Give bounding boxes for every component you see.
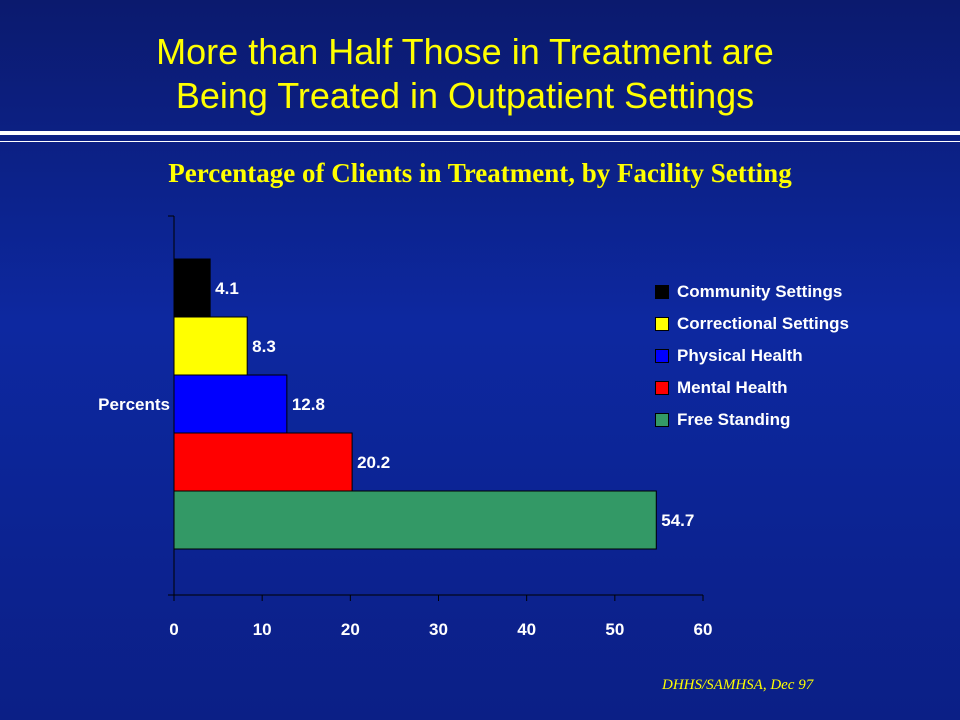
legend-label: Community Settings xyxy=(677,282,843,301)
bar-correctional-settings xyxy=(173,316,248,376)
legend-item: Community Settings xyxy=(655,276,849,308)
slide-title-line-2: Being Treated in Outpatient Settings xyxy=(175,75,755,116)
legend-label: Physical Health xyxy=(677,346,803,365)
legend-item: Mental Health xyxy=(655,372,849,404)
bar-physical-health xyxy=(173,374,288,434)
legend-label: Mental Health xyxy=(677,378,788,397)
bar-mental-health xyxy=(173,432,353,492)
chart-legend: Community Settings Correctional Settings P… xyxy=(655,276,849,436)
x-tick-label: 10 xyxy=(253,620,272,639)
legend-label: Free Standing xyxy=(677,410,791,429)
x-tick-label: 40 xyxy=(517,620,536,639)
x-tick-label: 0 xyxy=(169,620,178,639)
x-tick-label: 20 xyxy=(341,620,360,639)
legend-label: Correctional Settings xyxy=(677,314,849,333)
data-label: 4.1 xyxy=(215,279,239,298)
x-tick-label: 60 xyxy=(694,620,713,639)
data-label: 12.8 xyxy=(292,395,325,414)
legend-item: Physical Health xyxy=(655,340,849,372)
legend-swatch xyxy=(655,317,669,331)
title-divider-thin xyxy=(0,141,960,142)
bar-free-standing xyxy=(173,490,657,550)
data-label: 20.2 xyxy=(357,453,390,472)
legend-swatch xyxy=(655,413,669,427)
slide-title-line-1: More than Half Those in Treatment are xyxy=(156,31,774,72)
legend-item: Correctional Settings xyxy=(655,308,849,340)
legend-swatch xyxy=(655,285,669,299)
source-note: DHHS/SAMHSA, Dec 97 xyxy=(662,677,814,693)
data-label: 54.7 xyxy=(661,511,694,530)
y-axis-label: Percents xyxy=(98,395,170,414)
x-tick-label: 30 xyxy=(429,620,448,639)
slide-title: More than Half Those in Treatment are Be… xyxy=(40,30,890,118)
bar-community-settings xyxy=(173,258,211,318)
legend-swatch xyxy=(655,349,669,363)
title-divider-thick xyxy=(0,131,960,135)
chart-title: Percentage of Clients in Treatment, by F… xyxy=(168,158,792,188)
legend-item: Free Standing xyxy=(655,404,849,436)
data-label: 8.3 xyxy=(252,337,276,356)
legend-swatch xyxy=(655,381,669,395)
x-tick-label: 50 xyxy=(605,620,624,639)
